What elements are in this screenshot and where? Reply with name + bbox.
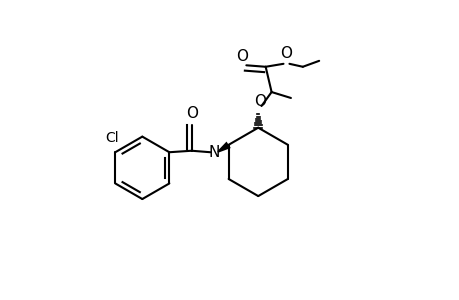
Polygon shape [217, 142, 230, 153]
Text: Cl: Cl [105, 131, 119, 145]
Text: N: N [208, 145, 219, 160]
Text: O: O [235, 49, 247, 64]
Text: O: O [185, 106, 197, 121]
Text: O: O [280, 46, 292, 62]
Text: O: O [253, 94, 265, 109]
